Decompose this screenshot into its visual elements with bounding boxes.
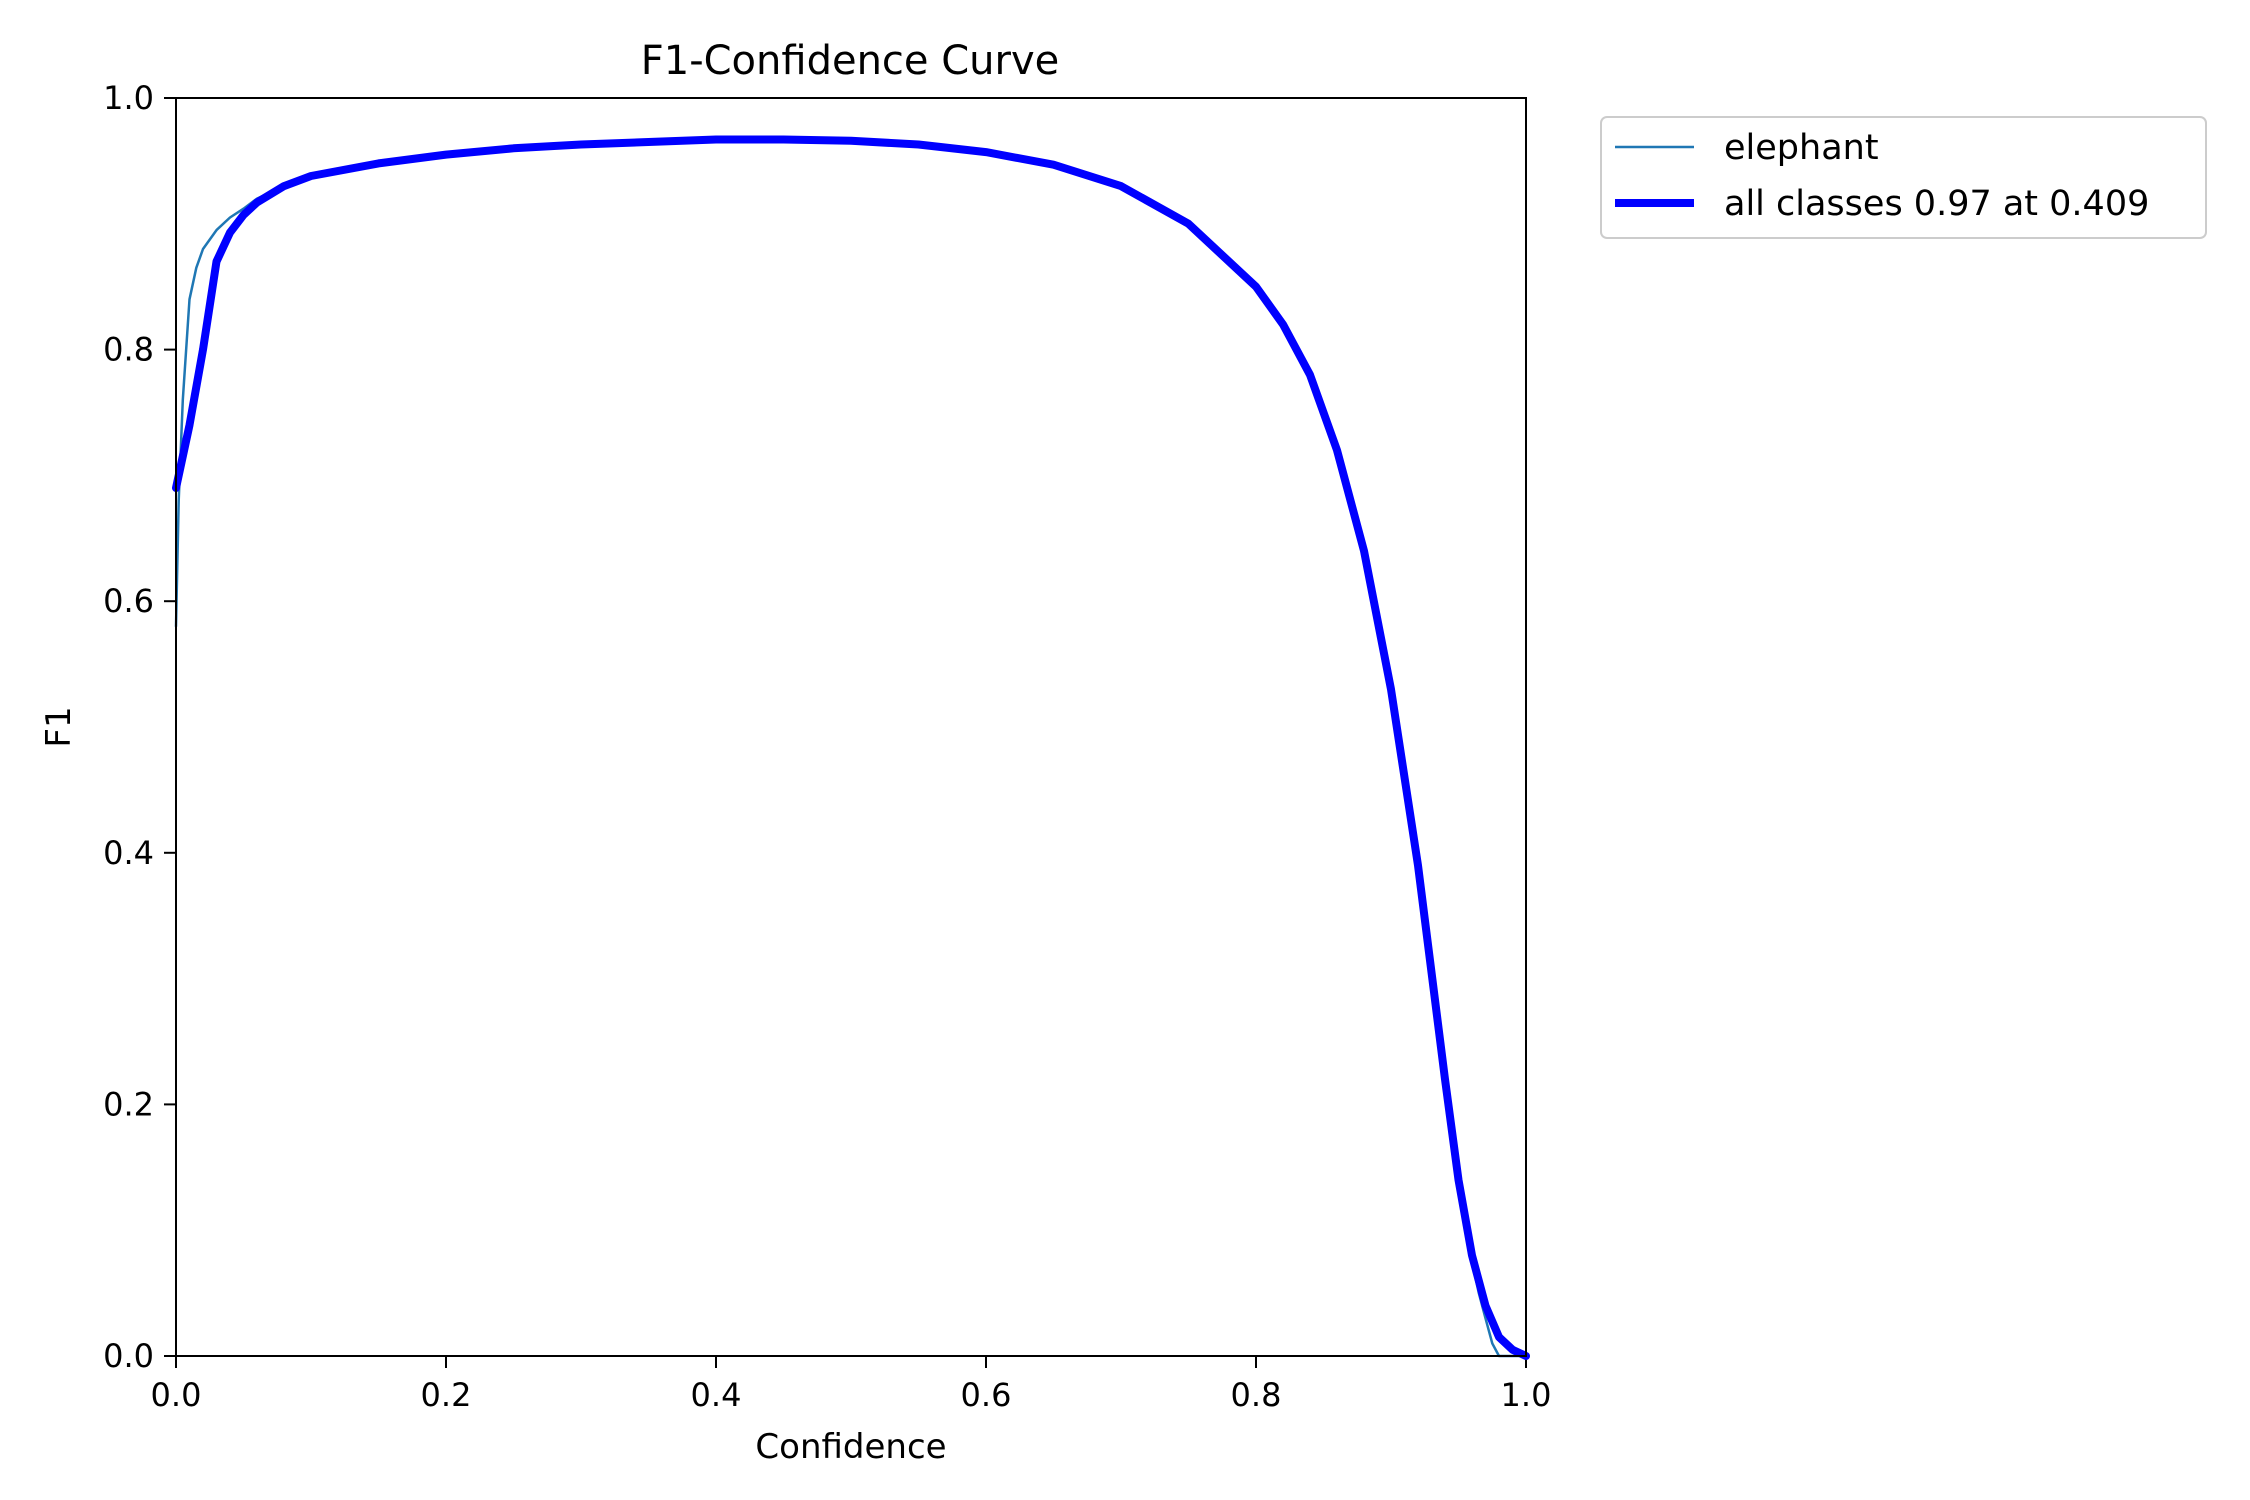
x-tick-label: 1.0 [1501,1376,1552,1414]
legend-label-elephant: elephant [1724,128,1879,168]
x-tick-label: 0.4 [691,1376,742,1414]
series-line-all-classes [172,135,1530,1360]
y-axis-label: F1 [39,706,79,747]
x-tick-label: 0.2 [421,1376,472,1414]
chart-title: F1-Confidence Curve [641,38,1060,84]
y-axis-ticks: 0.0 0.2 0.4 0.6 0.8 1.0 [103,79,176,1375]
y-tick-label: 1.0 [103,79,154,117]
x-axis-label: Confidence [755,1427,946,1467]
plot-frame [175,97,1527,1357]
y-tick-label: 0.4 [103,834,154,872]
series-layer [172,135,1530,1360]
x-tick-label: 0.0 [151,1376,202,1414]
legend: elephant all classes 0.97 at 0.409 [1600,116,2207,239]
y-tick-label: 0.6 [103,582,154,620]
legend-frame [1600,116,2207,239]
y-tick-label: 0.2 [103,1085,154,1123]
y-tick-label: 0.0 [103,1337,154,1375]
x-tick-label: 0.6 [961,1376,1012,1414]
x-tick-label: 0.8 [1231,1376,1282,1414]
x-axis-ticks: 0.0 0.2 0.4 0.6 0.8 1.0 [151,1356,1552,1414]
legend-label-all-classes: all classes 0.97 at 0.409 [1724,184,2149,224]
y-tick-label: 0.8 [103,331,154,369]
